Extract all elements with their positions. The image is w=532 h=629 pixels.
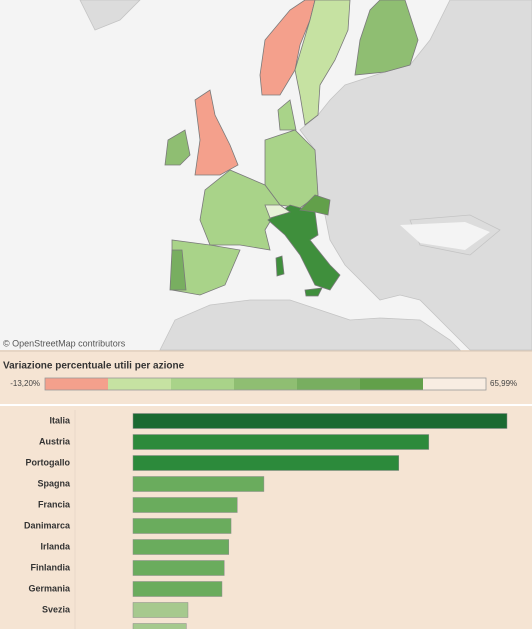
legend-swatch (171, 378, 234, 390)
map-attribution: © OpenStreetMap contributors (3, 338, 126, 348)
bar (132, 539, 230, 555)
bar (132, 455, 400, 471)
category-label: Portogallo (26, 457, 71, 467)
legend-swatch (234, 378, 297, 390)
united-kingdom (194, 89, 239, 176)
legend-title: Variazione percentuale utili per azione (3, 361, 185, 372)
bar (132, 497, 238, 513)
finland (354, 0, 419, 76)
category-label: Finlandia (30, 562, 70, 572)
category-label: Francia (38, 499, 71, 509)
category-label: Danimarca (24, 520, 71, 530)
legend-min: -13,20% (10, 379, 40, 388)
bar (132, 476, 265, 492)
bar (132, 413, 508, 429)
sicily (304, 287, 323, 297)
bar (132, 518, 232, 534)
bar (132, 581, 223, 597)
sweden (294, 0, 351, 126)
austria (299, 194, 331, 216)
switzerland (264, 204, 291, 219)
ireland (164, 129, 191, 166)
category-label: Italia (49, 415, 71, 425)
bar (132, 434, 430, 450)
category-label: Irlanda (40, 541, 71, 551)
legend-swatch (297, 378, 360, 390)
legend-swatch (423, 378, 486, 390)
legend-max: 65,99% (490, 379, 517, 388)
category-label: Germania (28, 583, 71, 593)
sardinia (275, 255, 285, 277)
denmark (277, 99, 297, 131)
bar (132, 602, 189, 618)
legend-swatch (360, 378, 423, 390)
legend-swatch (45, 378, 108, 390)
countries (164, 0, 419, 297)
legend-bar (44, 377, 487, 391)
legend-swatch (108, 378, 171, 390)
germany (264, 129, 319, 209)
bar (132, 623, 187, 629)
black-sea (400, 222, 490, 250)
bar-chart: Italia Austria Portogallo Spagna Francia Dani… (24, 410, 508, 629)
portugal (169, 249, 187, 291)
category-label: Spagna (37, 478, 71, 488)
category-label: Austria (39, 436, 71, 446)
map: © OpenStreetMap contributors (0, 0, 532, 351)
legend-border (44, 377, 487, 391)
spain (171, 239, 241, 296)
bar (132, 560, 225, 576)
category-label: Svezia (42, 604, 71, 614)
